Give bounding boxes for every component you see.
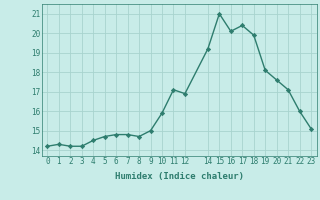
X-axis label: Humidex (Indice chaleur): Humidex (Indice chaleur) — [115, 172, 244, 181]
